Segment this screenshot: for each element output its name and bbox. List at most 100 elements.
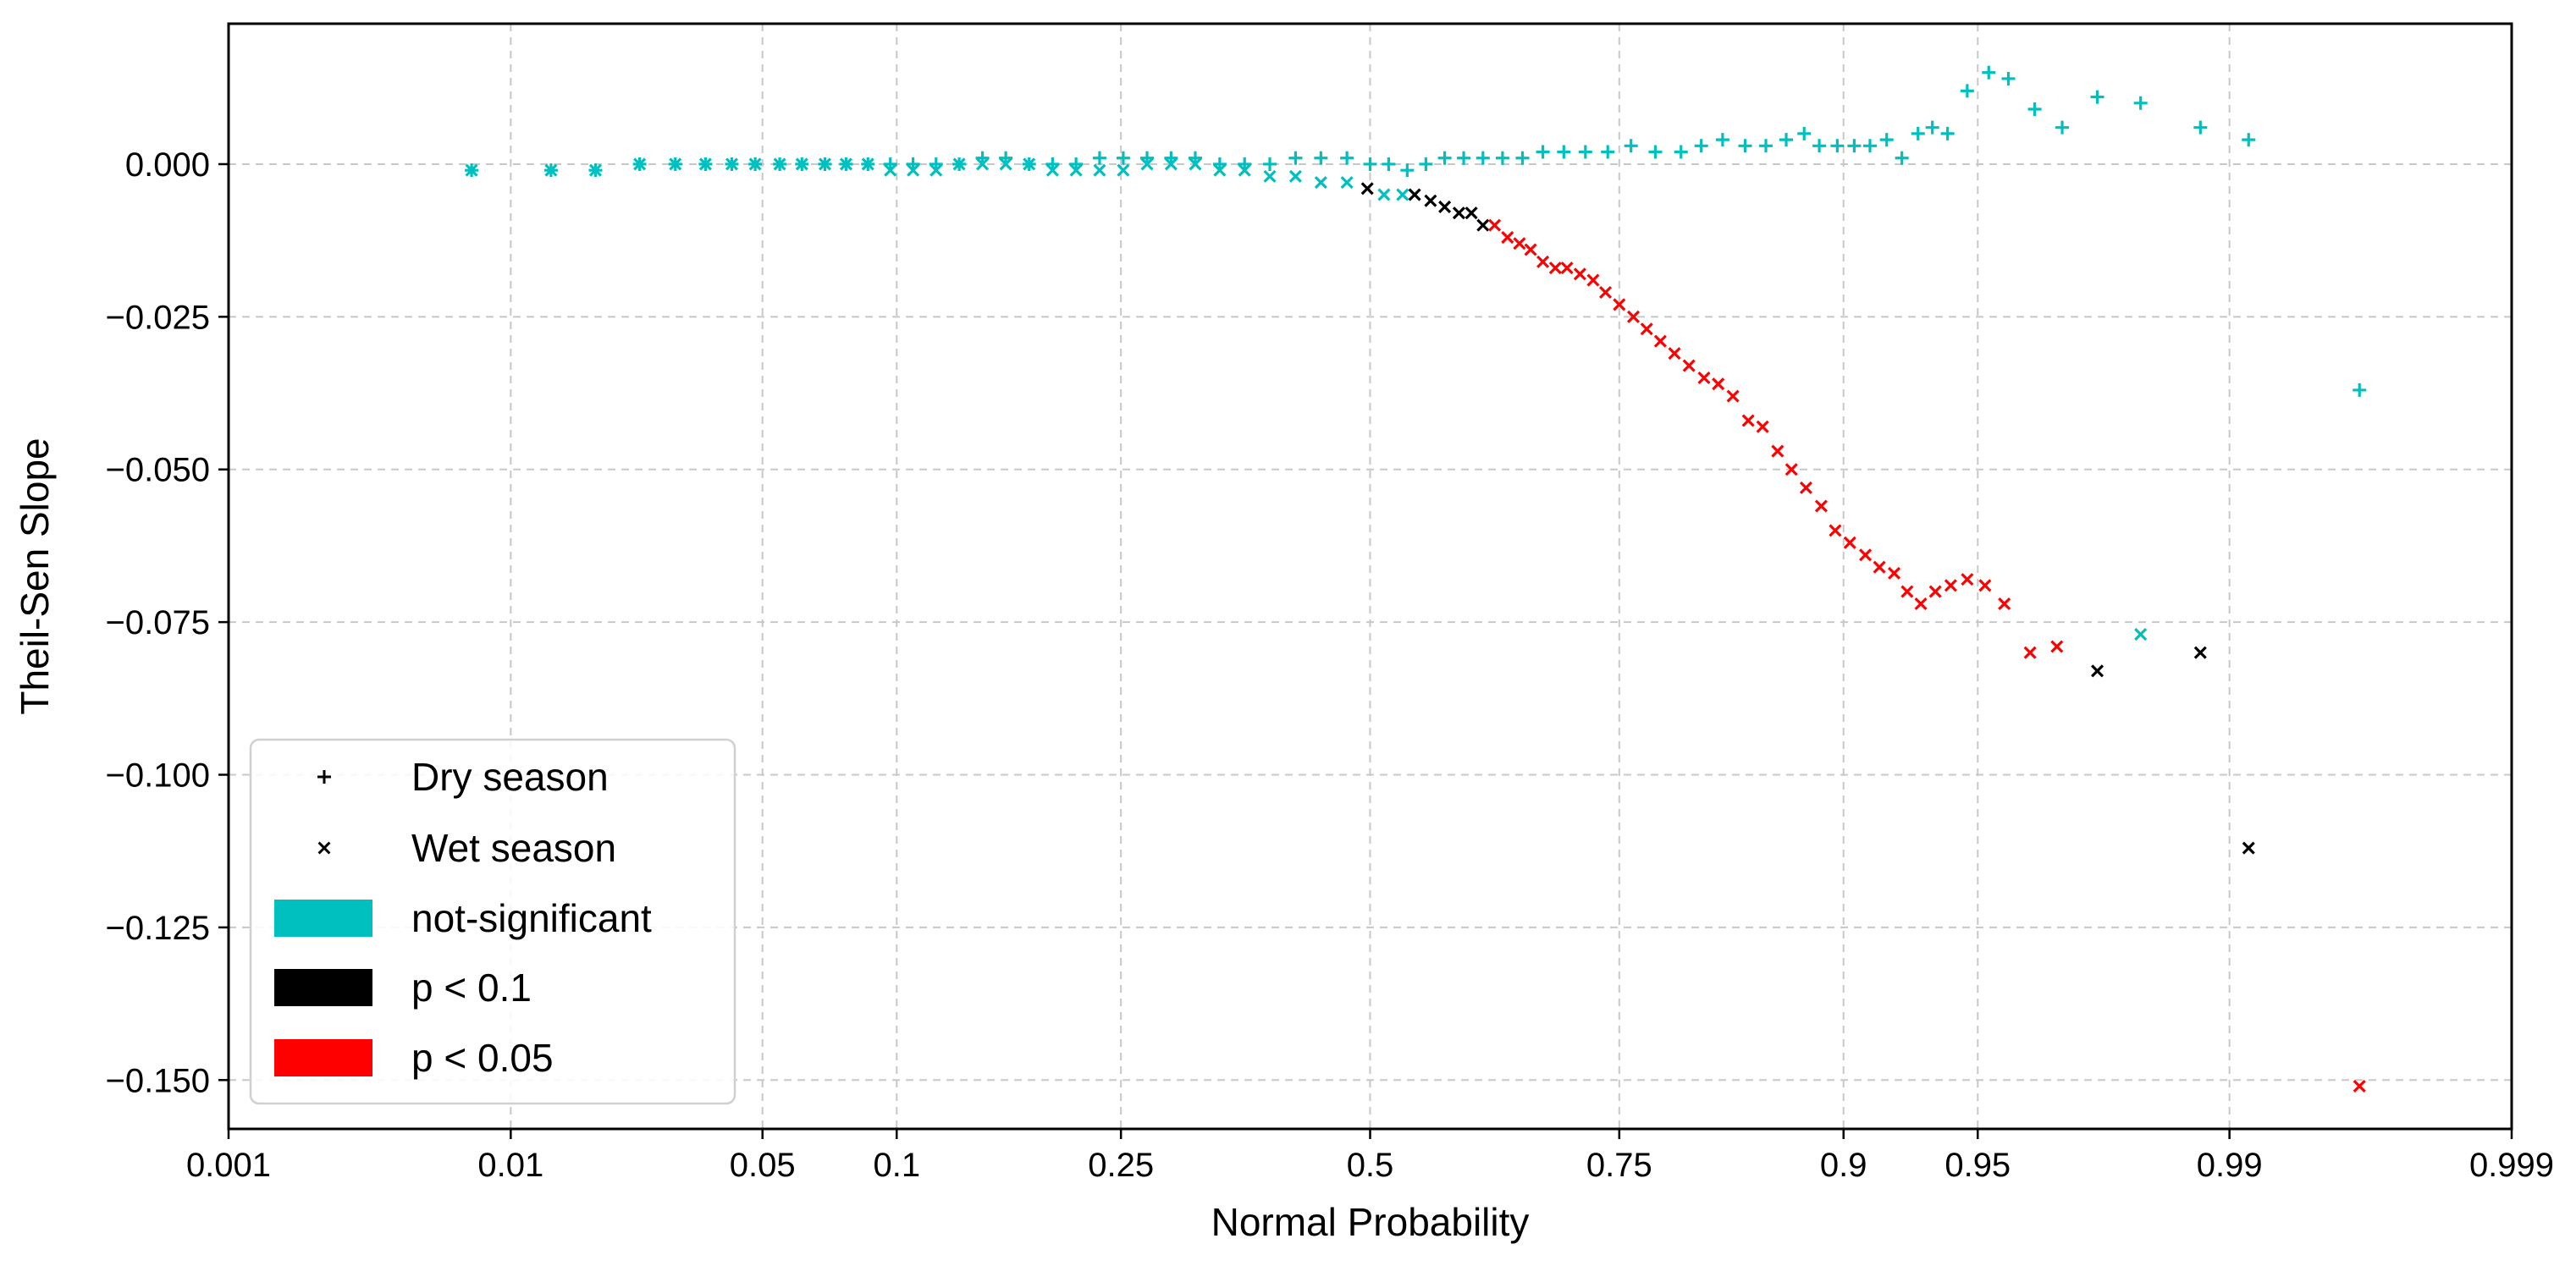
y-tick-label: −0.075 — [106, 604, 210, 641]
dry-season-point — [1879, 133, 1894, 147]
wet-season-point — [2091, 664, 2104, 678]
wet-season-point — [1697, 371, 1711, 385]
wet-season-point — [952, 157, 966, 171]
wet-season-point — [1424, 194, 1437, 207]
wet-season-point — [1843, 536, 1856, 549]
x-tick-label: 0.9 — [1820, 1147, 1867, 1184]
wet-season-point — [1189, 157, 1202, 171]
x-tick-label: 0.99 — [2197, 1147, 2263, 1184]
legend-label: p < 0.05 — [411, 1036, 554, 1080]
wet-season-point — [1263, 169, 1277, 183]
wet-season-point — [1238, 163, 1251, 177]
wet-season-point — [1340, 176, 1354, 190]
wet-season-point — [1023, 157, 1036, 171]
dry-season-point — [1092, 151, 1106, 165]
x-tick-label: 0.25 — [1088, 1147, 1154, 1184]
wet-season-point — [1560, 261, 1574, 275]
dry-season-point — [1674, 145, 1688, 159]
legend-plus-marker — [317, 770, 331, 784]
wet-season-point — [2242, 841, 2255, 855]
wet-season-point — [1360, 182, 1374, 195]
y-axis-title: Theil-Sen Slope — [13, 438, 57, 714]
legend-box — [249, 738, 736, 1105]
dry-season-point — [2242, 133, 2256, 147]
dry-season-point — [1116, 151, 1130, 165]
wet-season-point — [1524, 243, 1537, 256]
y-tick-label: 0.000 — [125, 146, 210, 184]
dry-season-point — [2001, 71, 2016, 85]
x-tick-label: 0.001 — [186, 1147, 271, 1184]
x-tick-label: 0.75 — [1586, 1147, 1652, 1184]
wet-season-point — [588, 163, 602, 177]
dry-season-point — [1557, 145, 1571, 159]
dry-season-point — [1363, 157, 1377, 171]
wet-season-point — [1314, 176, 1327, 190]
wet-season-point — [2050, 640, 2064, 653]
dry-season-point — [1862, 139, 1877, 153]
dry-season-point — [1830, 139, 1845, 153]
legend-label: Dry season — [411, 755, 609, 799]
wet-season-point — [1944, 579, 1957, 592]
dry-season-point — [1578, 145, 1592, 159]
wet-season-point — [1377, 188, 1391, 201]
dry-season-point — [2055, 120, 2070, 135]
legend-color-patch — [274, 969, 372, 1006]
wet-season-point — [1771, 444, 1784, 458]
wet-season-point — [1093, 163, 1106, 177]
wet-season-point — [907, 163, 920, 177]
wet-season-point — [1465, 206, 1478, 220]
y-tick-label: −0.100 — [106, 757, 210, 795]
wet-season-point — [1873, 560, 1886, 574]
wet-season-point — [839, 157, 852, 171]
x-tick-label: 0.05 — [730, 1147, 796, 1184]
wet-season-point — [669, 157, 682, 171]
wet-season-point — [1536, 255, 1550, 268]
wet-season-point — [1626, 310, 1641, 323]
wet-season-point — [976, 157, 990, 171]
wet-season-point — [698, 157, 712, 171]
wet-season-point — [748, 157, 762, 171]
wet-season-point — [1488, 218, 1502, 232]
wet-season-point — [1513, 237, 1526, 250]
wet-season-point — [1573, 267, 1586, 281]
dry-season-point — [1340, 151, 1354, 165]
legend-label: p < 0.1 — [411, 966, 532, 1010]
dry-season-point — [2353, 383, 2367, 397]
dry-season-point — [1419, 157, 1433, 171]
dry-season-point — [1382, 157, 1396, 171]
legend-cross-marker — [317, 841, 331, 855]
x-axis-ticks: 0.001 0.01 0.05 0.1 0.25 0.5 0.75 0.9 0.95 0.99 0.… — [186, 1129, 2554, 1184]
legend-color-patch — [274, 900, 372, 937]
wet-season-point — [1829, 524, 1842, 537]
dry-season-point — [1847, 139, 1862, 153]
y-tick-label: −0.150 — [106, 1062, 210, 1099]
dry-season-point — [1314, 151, 1328, 165]
wet-season-point — [1640, 322, 1653, 336]
wet-season-point — [1396, 188, 1409, 201]
dry-season-point — [1715, 133, 1729, 147]
wet-season-series — [465, 157, 2366, 1093]
wet-season-point — [2193, 646, 2207, 659]
dry-season-point — [1925, 120, 1939, 135]
wet-season-point — [1859, 548, 1873, 562]
wet-season-point — [795, 157, 808, 171]
legend-label: not-significant — [411, 896, 652, 940]
dry-season-point — [1476, 151, 1490, 165]
wet-season-point — [1668, 347, 1681, 361]
wet-season-point — [1452, 206, 1465, 220]
wet-season-point — [1586, 273, 1600, 287]
wet-season-point — [999, 157, 1012, 171]
grid — [229, 24, 2512, 1129]
dry-season-point — [1895, 151, 1909, 165]
data-markers — [465, 65, 2367, 1093]
dry-season-point — [1648, 145, 1663, 159]
dry-season-point — [1797, 126, 1812, 140]
wet-season-point — [1408, 188, 1421, 201]
dry-season-point — [2027, 102, 2042, 117]
wet-season-point — [1045, 163, 1059, 177]
wet-season-point — [1814, 499, 1828, 513]
wet-season-point — [1900, 585, 1914, 598]
dry-season-point — [1759, 139, 1773, 153]
wet-season-point — [1888, 566, 1901, 580]
